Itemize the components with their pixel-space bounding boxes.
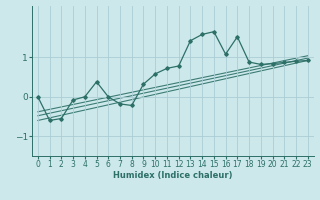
- X-axis label: Humidex (Indice chaleur): Humidex (Indice chaleur): [113, 171, 233, 180]
